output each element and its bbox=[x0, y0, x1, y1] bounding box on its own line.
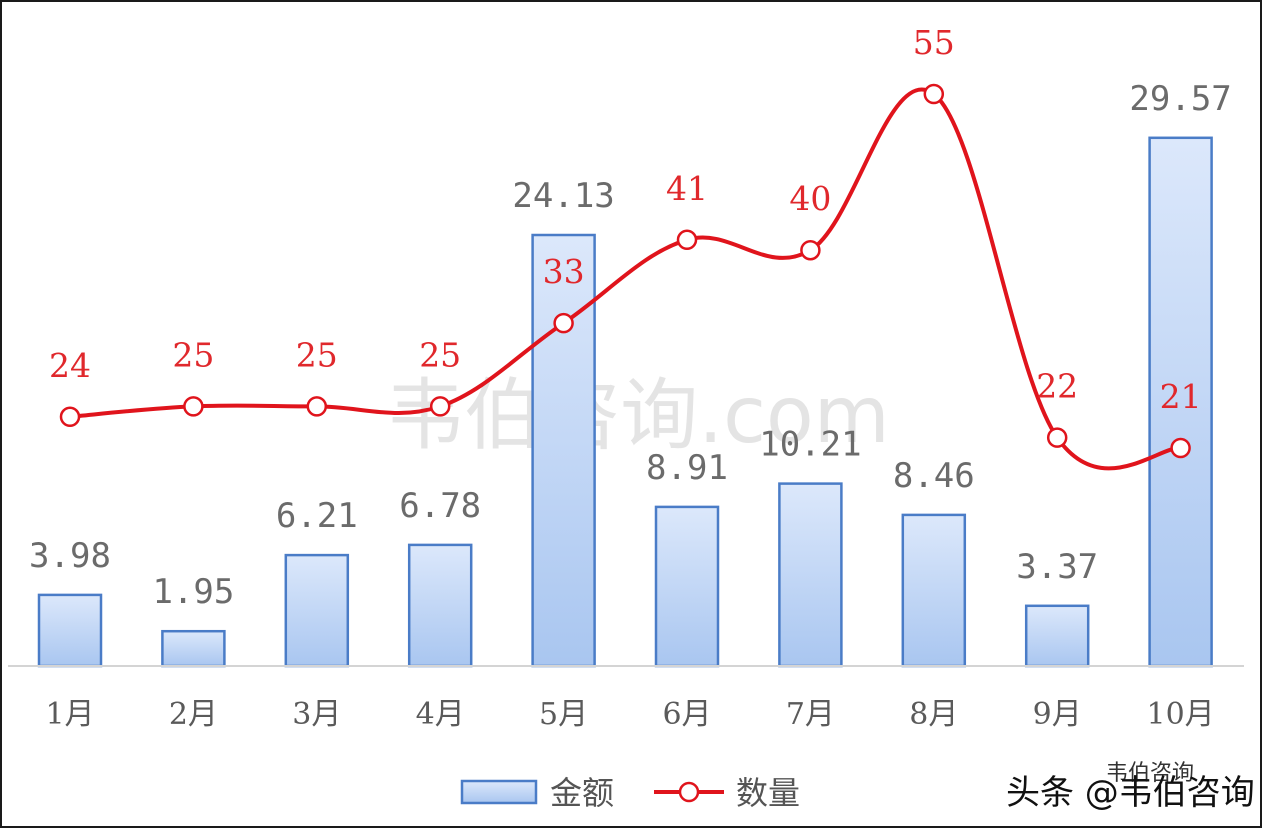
line-value-label-10: 21 bbox=[1160, 377, 1202, 416]
line-value-label-8: 55 bbox=[913, 23, 955, 62]
line-value-label-3: 25 bbox=[296, 335, 338, 374]
bar-value-label-6: 8.91 bbox=[646, 448, 728, 488]
line-value-label-9: 22 bbox=[1036, 367, 1078, 406]
bar-9 bbox=[1024, 604, 1090, 668]
brand-watermark: 韦伯咨询 头条 @韦伯咨询 bbox=[1006, 761, 1255, 813]
bar-series-amount bbox=[37, 136, 1213, 668]
x-tick-label-8: 8月 bbox=[909, 697, 958, 732]
bar-3 bbox=[284, 553, 350, 668]
bar-value-label-3: 6.21 bbox=[276, 496, 358, 536]
watermark-text: 韦伯咨询.com bbox=[386, 371, 889, 461]
x-tick-label-1: 1月 bbox=[45, 697, 94, 732]
bar-value-label-7: 10.21 bbox=[759, 425, 861, 465]
bar-value-label-8: 8.46 bbox=[893, 456, 975, 496]
bar-value-label-5: 24.13 bbox=[512, 176, 614, 216]
bar-value-label-2: 1.95 bbox=[152, 572, 234, 612]
line-point-1 bbox=[59, 406, 81, 428]
brand-secondary-text: 韦伯咨询 bbox=[1106, 761, 1194, 786]
legend-label-amount: 金额 bbox=[550, 774, 614, 812]
x-tick-label-6: 6月 bbox=[662, 697, 711, 732]
bar-value-labels: 3.98 1.95 6.21 6.78 24.13 8.91 10.21 8.46 3.37 29… bbox=[29, 79, 1232, 612]
line-value-label-4: 25 bbox=[419, 335, 461, 374]
legend-swatch-amount bbox=[460, 779, 538, 805]
legend: 金额 数量 bbox=[460, 774, 800, 812]
bar-value-label-4: 6.78 bbox=[399, 486, 481, 526]
legend-marker-quantity bbox=[678, 781, 700, 803]
brand-text: 头条 @韦伯咨询 bbox=[1006, 773, 1255, 813]
bar-5 bbox=[531, 233, 596, 668]
line-point-2 bbox=[183, 396, 204, 417]
x-tick-label-10: 10月 bbox=[1147, 697, 1215, 732]
bar-7 bbox=[778, 482, 843, 668]
x-tick-label-7: 7月 bbox=[786, 697, 835, 732]
line-point-10 bbox=[1170, 437, 1191, 459]
line-point-8 bbox=[923, 83, 945, 105]
line-value-label-2: 25 bbox=[172, 335, 214, 374]
x-tick-label-5: 5月 bbox=[539, 697, 588, 732]
bar-4 bbox=[407, 543, 473, 668]
x-tick-label-2: 2月 bbox=[169, 697, 218, 732]
line-point-5 bbox=[553, 312, 574, 334]
bar-10 bbox=[1148, 136, 1213, 668]
bar-value-label-10: 29.57 bbox=[1129, 79, 1231, 119]
bar-value-label-1: 3.98 bbox=[29, 536, 111, 576]
x-axis-tick-labels: 1月 2月 3月 4月 5月 6月 7月 8月 9月 10月 bbox=[45, 697, 1214, 732]
line-point-9 bbox=[1046, 427, 1068, 448]
legend-label-quantity: 数量 bbox=[736, 774, 800, 812]
line-point-7 bbox=[800, 239, 821, 261]
line-value-label-7: 40 bbox=[789, 179, 831, 218]
bar-8 bbox=[901, 513, 967, 668]
bar-value-label-9: 3.37 bbox=[1016, 547, 1098, 587]
x-tick-label-4: 4月 bbox=[416, 697, 465, 732]
bar-1 bbox=[37, 593, 103, 668]
line-value-label-6: 41 bbox=[666, 169, 708, 208]
line-series-quantity-points bbox=[59, 83, 1191, 459]
bar-6 bbox=[654, 505, 720, 668]
bar-2 bbox=[161, 629, 226, 668]
line-value-labels: 24 25 25 25 33 41 40 55 22 21 bbox=[49, 23, 1202, 416]
line-point-3 bbox=[306, 396, 328, 417]
line-value-label-5: 33 bbox=[543, 252, 585, 291]
line-point-6 bbox=[676, 229, 698, 251]
x-tick-label-3: 3月 bbox=[292, 697, 341, 732]
line-value-label-1: 24 bbox=[49, 346, 91, 385]
line-point-4 bbox=[429, 396, 451, 417]
x-tick-label-9: 9月 bbox=[1033, 697, 1082, 732]
